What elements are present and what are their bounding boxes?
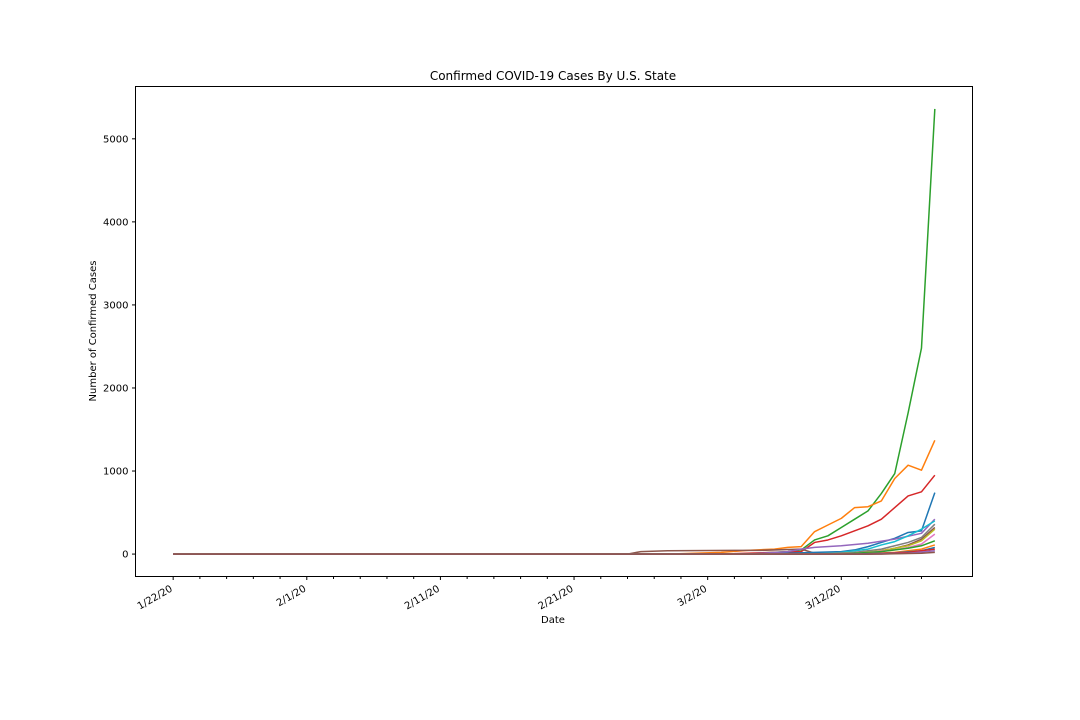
x-tick-label: 2/1/20 [275,584,308,610]
series-line-5 [173,492,936,555]
x-tick-label: 2/21/20 [537,584,576,613]
y-axis: 0 1000 2000 3000 4000 5000 [103,134,136,561]
series-line-3 [173,474,936,555]
series-line-16 [173,551,935,555]
series-line-1 [173,108,936,555]
y-tick-label: 5000 [103,134,128,145]
series-line-6 [173,518,936,555]
x-tick-label: 3/2/20 [676,584,709,610]
series-line-2 [173,439,936,555]
series-line-10 [173,533,936,555]
x-tick-label: 3/12/20 [804,584,843,613]
y-tick-label: 2000 [103,383,128,394]
y-axis-label: Number of Confirmed Cases [88,261,99,402]
x-tick-label: 1/22/20 [136,584,175,613]
y-tick-label: 4000 [103,217,128,228]
chart-title: Confirmed COVID-19 Cases By U.S. State [430,69,676,83]
x-tick-label: 2/11/20 [403,584,442,613]
x-axis-label: Date [541,615,565,626]
y-tick-label: 0 [122,550,128,561]
plot-frame [135,86,973,577]
y-tick-label: 3000 [103,300,128,311]
x-axis: 1/22/20 2/1/20 2/11/20 2/21/20 3/2/20 3/12/20 [136,576,922,613]
y-tick-label: 1000 [103,467,128,478]
plot-lines [173,108,936,555]
